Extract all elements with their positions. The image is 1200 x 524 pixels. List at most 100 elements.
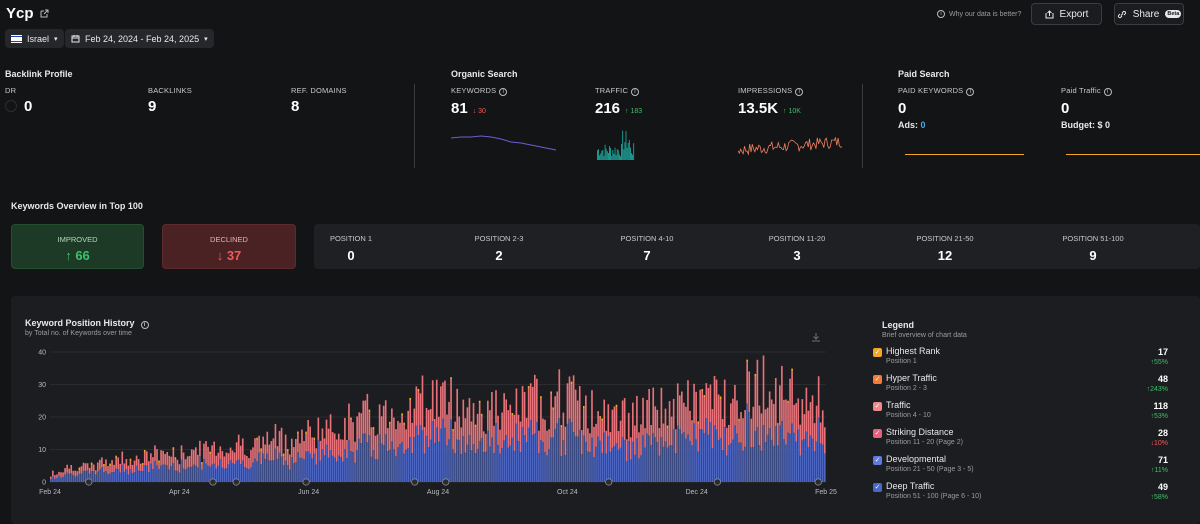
download-icon[interactable] [811, 332, 821, 345]
external-link-icon[interactable] [40, 9, 49, 18]
position-51-100[interactable]: POSITION 51-100 9 [1062, 234, 1124, 263]
history-title: Keyword Position History [25, 318, 135, 328]
history-bar-red [489, 410, 491, 447]
history-bar-red [815, 405, 818, 442]
traffic-spark-bar [606, 151, 608, 160]
position-4-10[interactable]: POSITION 4-10 7 [620, 234, 674, 263]
history-bar-red [103, 466, 105, 473]
export-button[interactable]: Export [1031, 3, 1102, 25]
history-bar-red [352, 422, 354, 453]
history-bar-orange [158, 460, 160, 464]
legend-item-developmental[interactable]: ✓ Developmental Position 21 - 50 (Page 3… [873, 454, 1168, 474]
checkbox-icon[interactable]: ✓ [873, 348, 882, 357]
declined-card[interactable]: DECLINED ↓ 37 [162, 224, 296, 269]
history-bar-blue [507, 447, 510, 482]
history-bar-blue [433, 442, 436, 482]
info-icon[interactable]: i [1103, 88, 1112, 96]
history-bar-red [435, 379, 438, 428]
checkbox-icon[interactable]: ✓ [873, 375, 882, 384]
history-bar-orange [452, 429, 454, 432]
history-bar-red [111, 460, 113, 473]
date-range-select[interactable]: Feb 24, 2024 - Feb 24, 2025 ▾ [65, 29, 214, 48]
history-bar-red [270, 441, 273, 461]
legend-item-hyper-traffic[interactable]: ✓ Hyper Traffic Position 2 - 3 48 ↑243% [873, 373, 1168, 393]
x-tick-label: Dec 24 [686, 489, 708, 496]
info-icon[interactable]: i [631, 88, 640, 96]
history-bar-blue [429, 439, 432, 482]
traffic-spark-bar [627, 142, 629, 160]
improved-card[interactable]: IMPROVED ↑ 66 [11, 224, 144, 269]
history-bar-blue [652, 433, 655, 482]
checkbox-icon[interactable]: ✓ [873, 483, 882, 492]
checkbox-icon[interactable]: ✓ [873, 456, 882, 465]
history-bar-blue [374, 459, 377, 482]
history-bar-red [699, 389, 702, 430]
history-bar-blue [231, 463, 234, 482]
keyword-position-history-chart[interactable]: 40 30 20 10 0 Feb 24 Apr 24 Jun 24 Aug 24 Oct 24 D… [22, 340, 837, 500]
history-bar-blue [795, 441, 798, 482]
history-bar-red [523, 391, 526, 436]
history-bar-red [450, 379, 452, 420]
history-bar-red [519, 421, 522, 453]
checkbox-icon[interactable]: ✓ [873, 429, 882, 438]
position-21-50[interactable]: POSITION 21-50 12 [916, 234, 974, 263]
history-bar-red [123, 463, 126, 472]
position-11-20[interactable]: POSITION 11-20 3 [768, 234, 826, 263]
history-bar-red [150, 453, 152, 464]
history-bar-red [364, 400, 367, 434]
history-bar-blue [407, 448, 410, 482]
paid-search-title: Paid Search [898, 69, 950, 79]
traffic-value[interactable]: 216 [595, 100, 621, 117]
traffic-spark-bar [624, 142, 626, 160]
history-bar-blue [564, 455, 567, 482]
annotation-marker-icon [814, 478, 822, 486]
history-bar-blue [139, 471, 142, 482]
history-bar-red [293, 447, 295, 463]
legend-item-highest-rank[interactable]: ✓ Highest Rank Position 1 17 ↑55% [873, 346, 1168, 366]
history-bar-blue [58, 475, 60, 482]
position-2-3[interactable]: POSITION 2-3 2 [474, 234, 524, 263]
info-icon: i [937, 10, 945, 18]
history-bar-blue [558, 418, 561, 482]
share-button[interactable]: Share Beta [1114, 3, 1184, 25]
history-bar-red [433, 419, 436, 443]
legend-item-striking-distance[interactable]: ✓ Striking Distance Position 11 - 20 (Pa… [873, 427, 1168, 447]
history-bar-orange [78, 467, 81, 471]
legend-item-traffic[interactable]: ✓ Traffic Position 4 - 10 118 ↑53% [873, 400, 1168, 420]
history-bar-red [90, 465, 93, 472]
history-bar-red [538, 430, 540, 453]
history-bar-red [617, 430, 620, 450]
info-icon[interactable]: i [966, 88, 975, 96]
history-bar-blue [758, 444, 761, 482]
info-icon[interactable]: i [140, 321, 149, 329]
history-bar-blue [150, 463, 152, 482]
history-bar-red [321, 428, 324, 450]
history-bar-blue [742, 450, 744, 482]
history-bar-blue [331, 455, 334, 482]
history-bar-blue [66, 472, 68, 482]
history-bar-blue [705, 418, 708, 482]
history-bar-blue [815, 441, 818, 482]
legend-item-deep-traffic[interactable]: ✓ Deep Traffic Position 51 - 100 (Page 6… [873, 481, 1168, 501]
history-bar-red [460, 427, 463, 454]
history-bar-blue [744, 446, 746, 482]
impressions-value[interactable]: 13.5K [738, 100, 779, 117]
info-icon[interactable]: i [795, 88, 804, 96]
history-bar-red [397, 420, 399, 448]
history-bar-blue [272, 460, 275, 482]
backlinks-value[interactable]: 9 [148, 98, 157, 115]
history-bar-blue [264, 459, 267, 482]
history-bar-blue [748, 412, 751, 482]
history-bar-blue [105, 471, 107, 482]
info-icon[interactable]: i [499, 88, 508, 96]
why-data-link[interactable]: i Why our data is better? [934, 10, 1021, 18]
checkbox-icon[interactable]: ✓ [873, 402, 882, 411]
keywords-value[interactable]: 81 [451, 100, 468, 117]
ref-domains-value[interactable]: 8 [291, 98, 300, 115]
country-select[interactable]: Israel ▾ [5, 29, 64, 48]
history-bar-red [54, 475, 56, 479]
history-bar-red [252, 447, 254, 463]
history-bar-blue [109, 473, 111, 482]
